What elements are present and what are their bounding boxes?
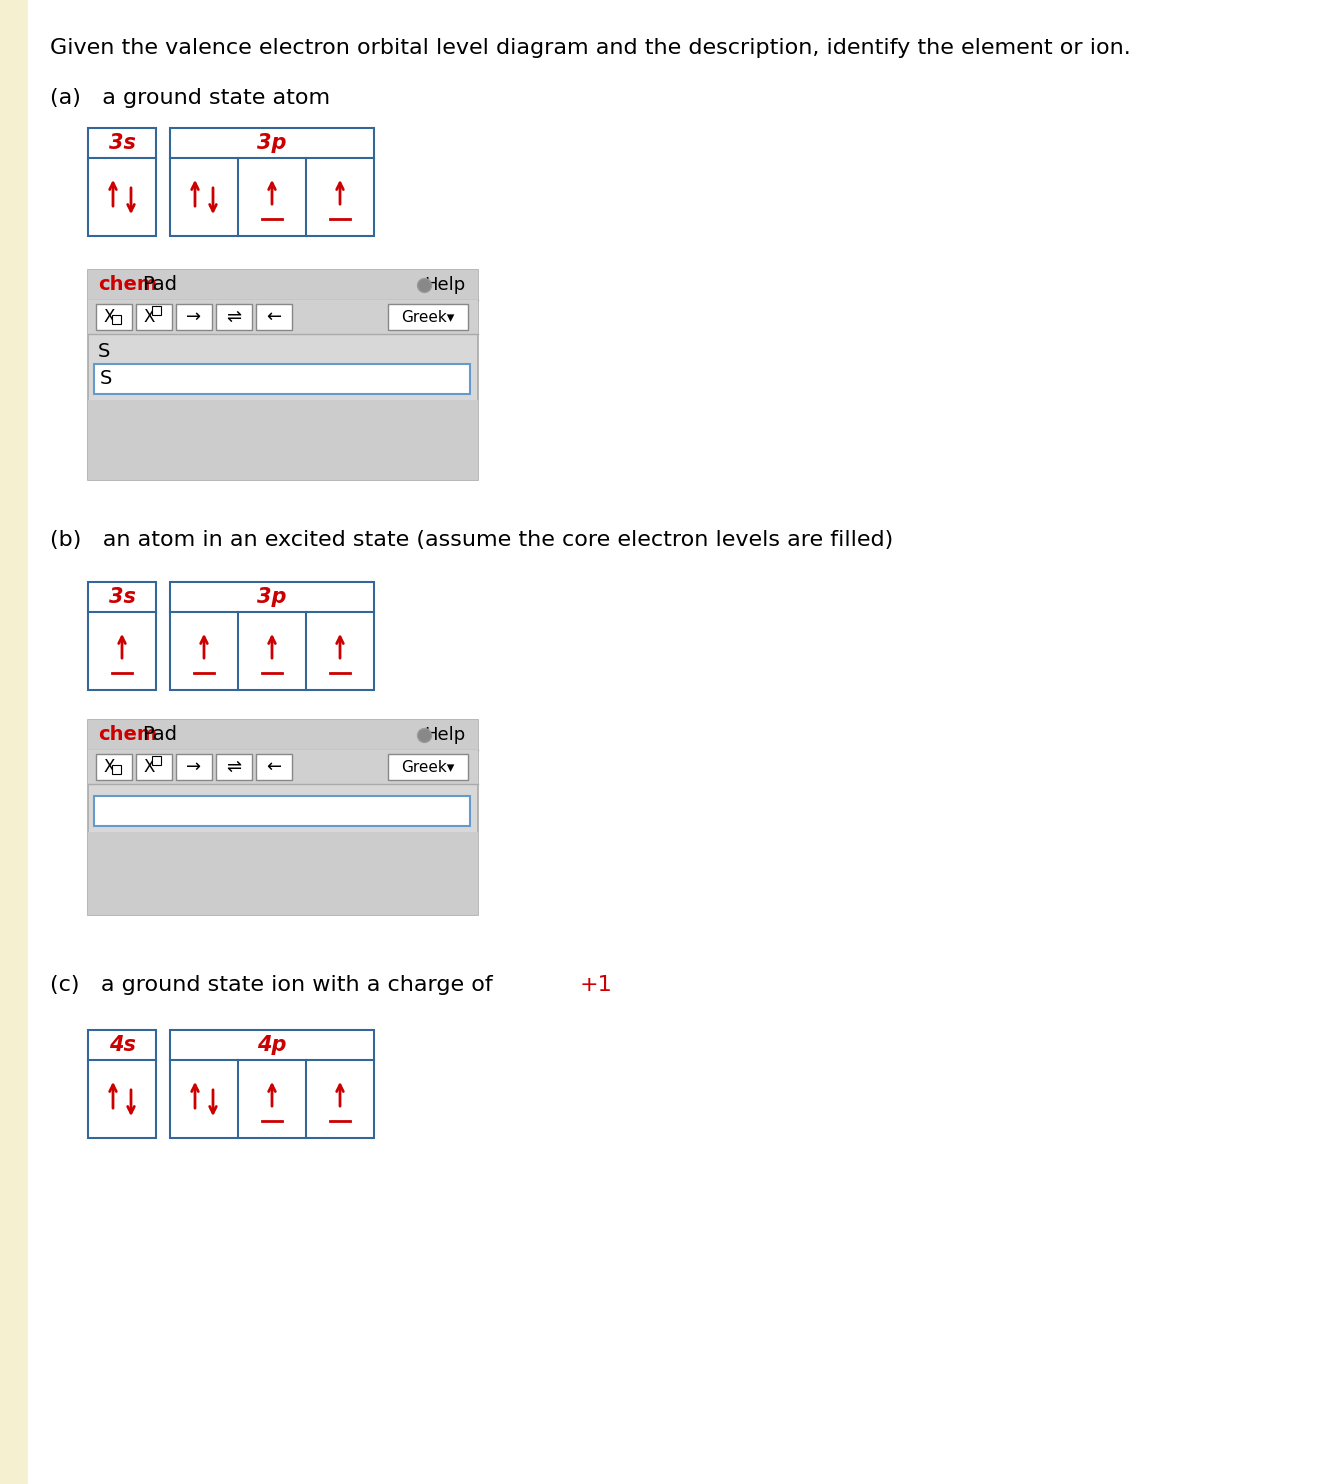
Text: ←: ← [266,309,281,326]
Bar [136,304,172,329]
Bar [87,401,478,479]
Text: Help: Help [425,726,466,743]
Text: Greek▾: Greek▾ [402,760,454,775]
Bar [176,754,212,781]
Bar [176,304,212,329]
Text: X: X [103,309,114,326]
Text: 3p: 3p [257,134,286,153]
Text: →: → [187,309,202,326]
Bar [388,304,468,329]
Text: Pad: Pad [142,276,177,294]
Bar [87,1030,156,1138]
Bar [87,270,478,300]
Bar [169,1030,374,1138]
Text: (b)   an atom in an excited state (assume the core electron levels are filled): (b) an atom in an excited state (assume … [50,530,894,551]
Text: S: S [98,341,110,361]
Text: 3p: 3p [257,588,286,607]
Bar [152,306,161,315]
Bar [112,315,121,324]
Text: 4s: 4s [109,1034,136,1055]
Text: 3s: 3s [109,134,136,153]
Bar [216,754,253,781]
Bar [87,833,478,916]
Text: ⇌: ⇌ [226,758,242,776]
Bar [152,755,161,764]
Bar [87,582,156,690]
Text: ⇌: ⇌ [226,309,242,326]
Bar [94,364,470,393]
Text: (a)   a ground state atom: (a) a ground state atom [50,88,331,108]
Bar [94,795,470,827]
Text: X: X [103,758,114,776]
Bar [95,304,132,329]
Text: Help: Help [425,276,466,294]
Bar [0,0,28,1484]
Text: chem: chem [98,276,157,294]
Text: 3s: 3s [109,588,136,607]
Text: +1: +1 [581,975,613,994]
Text: chem: chem [98,726,157,745]
Bar [169,582,374,690]
Bar [136,754,172,781]
Text: Greek▾: Greek▾ [402,310,454,325]
Text: X: X [144,309,155,326]
Text: Given the valence electron orbital level diagram and the description, identify t: Given the valence electron orbital level… [50,39,1130,58]
Bar [216,304,253,329]
Text: X: X [144,758,155,776]
Text: Pad: Pad [142,726,177,745]
Bar [169,128,374,236]
Bar [87,749,478,784]
Bar [87,720,478,749]
Bar [87,128,156,236]
Text: →: → [187,758,202,776]
Text: 4p: 4p [257,1034,286,1055]
Text: S: S [99,370,113,389]
Bar [87,720,478,916]
Bar [87,270,478,479]
Bar [255,754,292,781]
Bar [388,754,468,781]
Text: (c)   a ground state ion with a charge of: (c) a ground state ion with a charge of [50,975,500,994]
Bar [95,754,132,781]
Text: ←: ← [266,758,281,776]
Bar [87,300,478,334]
Bar [255,304,292,329]
Bar [112,764,121,775]
